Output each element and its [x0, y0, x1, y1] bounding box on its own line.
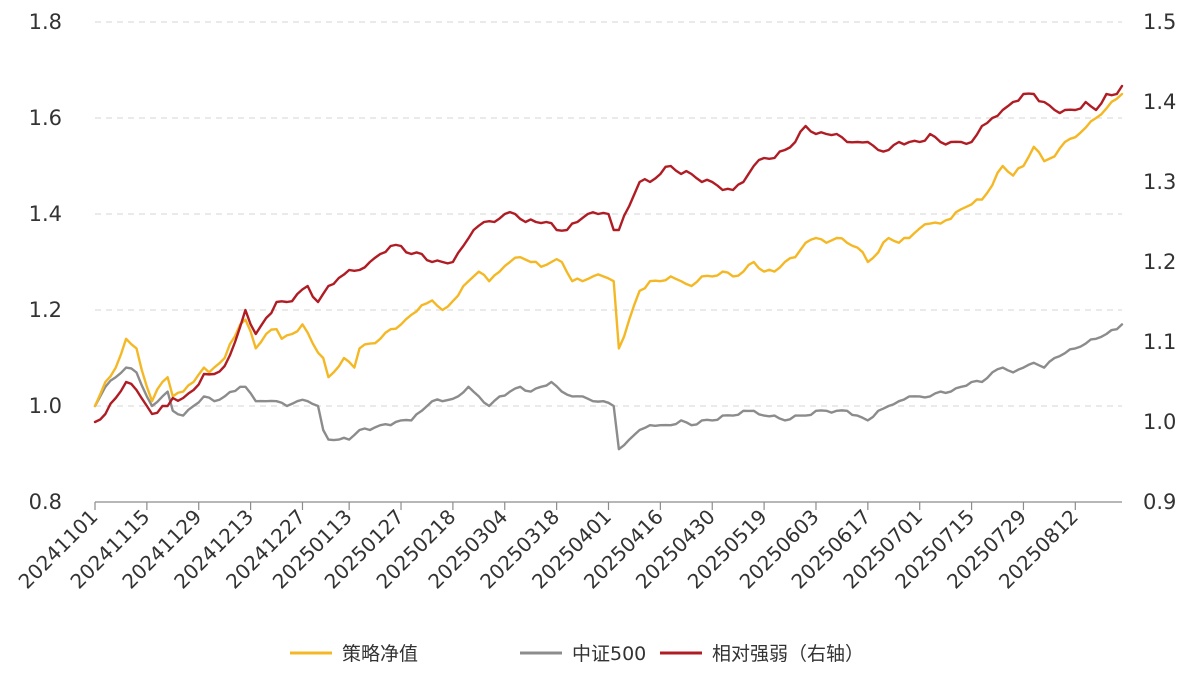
y-left-tick-label: 1.2 — [29, 298, 62, 322]
y-right-tick-label: 1.5 — [1143, 10, 1176, 34]
y-left-tick-label: 1.8 — [29, 10, 62, 34]
series-line-csi500 — [93, 323, 1124, 451]
y-right-tick-label: 1.2 — [1143, 250, 1176, 274]
legend-csi500-label: 中证500 — [572, 643, 646, 665]
y-left-tick-label: 1.6 — [29, 106, 62, 130]
y-right-tick-label: 0.9 — [1143, 490, 1176, 514]
y-right-tick-label: 1.1 — [1143, 330, 1176, 354]
series-line-relative-strength — [93, 84, 1124, 424]
y-right-tick-label: 1.4 — [1143, 90, 1176, 114]
y-right-tick-label: 1.3 — [1143, 170, 1176, 194]
y-right-tick-label: 1.0 — [1143, 410, 1176, 434]
legend-relative-strength-label: 相对强弱（右轴） — [712, 643, 864, 665]
legend-strategy-nav-label: 策略净值 — [342, 643, 418, 665]
y-left-tick-label: 0.8 — [29, 490, 62, 514]
y-left-tick-label: 1.4 — [29, 202, 62, 226]
series-line-strategy-nav — [93, 92, 1124, 408]
y-left-tick-label: 1.0 — [29, 394, 62, 418]
